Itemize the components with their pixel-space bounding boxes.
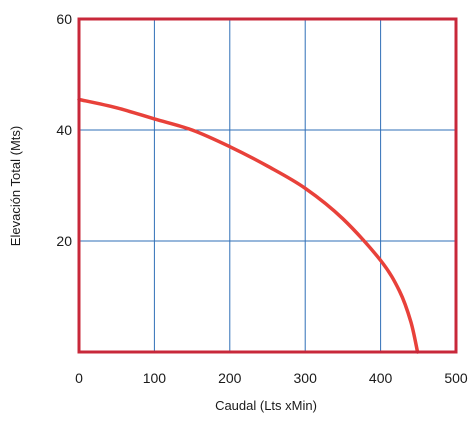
y-axis-title: Elevación Total (Mts) xyxy=(8,126,23,246)
x-tick-label: 0 xyxy=(75,370,83,386)
series-layer xyxy=(77,97,420,354)
x-tick-label: 300 xyxy=(294,370,318,386)
x-tick-label: 400 xyxy=(369,370,393,386)
y-tick-label: 40 xyxy=(56,122,72,138)
y-tick-label: 20 xyxy=(56,233,72,249)
x-axis-title: Caudal (Lts xMin) xyxy=(215,398,317,413)
y-tick-label: 60 xyxy=(56,11,72,27)
plot-frame-layer xyxy=(77,17,458,354)
grid-lines xyxy=(79,19,456,352)
y-tick-labels: 20 40 60 xyxy=(56,11,72,249)
series-line xyxy=(77,97,420,354)
x-tick-labels: 0 100 200 300 400 500 xyxy=(75,370,468,386)
x-tick-label: 100 xyxy=(143,370,167,386)
x-tick-label: 200 xyxy=(218,370,242,386)
plot-frame xyxy=(77,17,458,354)
x-tick-label: 500 xyxy=(444,370,468,386)
